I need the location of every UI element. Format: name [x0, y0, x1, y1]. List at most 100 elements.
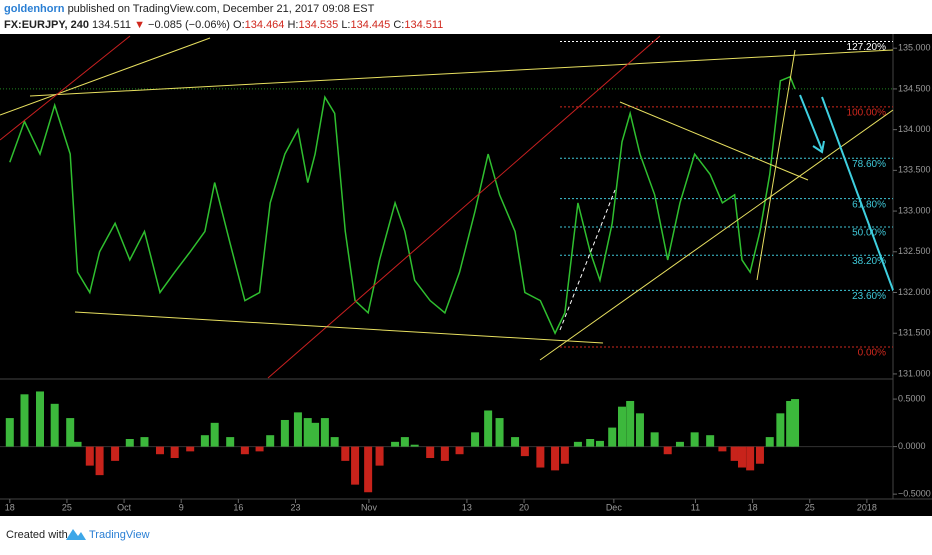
histogram-bar	[608, 427, 617, 447]
histogram-bar	[73, 441, 82, 447]
fib-label: 127.20%	[847, 42, 887, 53]
x-tick-label: 20	[519, 502, 529, 512]
fib-label: 61.80%	[852, 199, 886, 210]
histogram-bar	[786, 400, 795, 447]
histogram-bar	[140, 437, 149, 447]
histogram-bar	[765, 437, 774, 447]
histogram-bar	[730, 446, 739, 461]
trend-line	[619, 101, 809, 181]
x-tick-label: 9	[179, 502, 184, 512]
histogram-bar	[240, 446, 249, 455]
footer-bg	[0, 516, 932, 550]
change: −0.085 (−0.06%)	[148, 19, 230, 31]
histogram-bar	[455, 446, 464, 455]
open-label: O:	[233, 19, 245, 31]
histogram-bar	[791, 399, 800, 447]
drawings	[0, 35, 894, 379]
arrow: ▼	[134, 19, 145, 31]
footer-created: Created with	[6, 529, 68, 541]
histogram-bar	[586, 439, 595, 447]
histogram-bar	[536, 446, 545, 468]
histogram-bar	[560, 446, 569, 464]
x-tick-label: 18	[748, 502, 758, 512]
histogram-bar	[391, 441, 400, 447]
histogram-bar	[495, 418, 504, 447]
histogram-bar	[351, 446, 360, 485]
histogram-bar	[200, 435, 209, 447]
histogram-bar	[440, 446, 449, 461]
histogram-bar	[617, 406, 626, 447]
fib-label: 38.20%	[852, 256, 886, 267]
y-tick-label: 0.0000	[898, 441, 926, 451]
histogram-bar	[341, 446, 350, 461]
open: 134.464	[245, 19, 285, 31]
y-tick-label: 134.000	[898, 124, 931, 134]
header-bg	[0, 0, 932, 34]
histogram-bar	[718, 446, 727, 452]
logo	[66, 529, 86, 540]
histogram-bar	[551, 446, 560, 471]
low: 134.445	[351, 19, 391, 31]
arrow	[821, 96, 894, 291]
histogram-bar	[755, 446, 764, 464]
histogram-bar	[111, 446, 120, 461]
x-tick-label: 18	[5, 502, 15, 512]
histogram-bar	[675, 441, 684, 447]
fib-label: 0.00%	[858, 348, 886, 359]
histogram-bar	[293, 412, 302, 447]
histogram-bar	[650, 432, 659, 447]
histogram-bar	[511, 437, 520, 447]
price: 134.511	[92, 19, 131, 31]
histogram-bar	[573, 441, 582, 447]
y-tick-label: −0.5000	[898, 489, 931, 499]
y-tick-label: 134.500	[898, 83, 931, 93]
histogram-bar	[125, 439, 134, 447]
histogram-bar	[484, 410, 493, 447]
histogram-bar	[737, 446, 746, 468]
histogram-bar	[255, 446, 264, 452]
histogram-bar	[663, 446, 672, 455]
x-tick-label: 2018	[857, 502, 877, 512]
x-tick-label: 25	[62, 502, 72, 512]
trend-line	[29, 49, 894, 97]
x-tick-label: 16	[233, 502, 243, 512]
y-tick-label: 132.000	[898, 287, 931, 297]
y-tick-label: 131.000	[898, 368, 931, 378]
x-tick-label: Dec	[606, 502, 623, 512]
footer-brand[interactable]: TradingView	[89, 529, 150, 541]
price-line	[9, 75, 796, 335]
fib-label: 23.60%	[852, 291, 886, 302]
y-tick-label: 133.000	[898, 205, 931, 215]
histogram-bar	[746, 446, 755, 471]
trend-line	[74, 311, 604, 344]
histogram-bar	[400, 437, 409, 447]
x-tick-label: Oct	[117, 502, 132, 512]
histogram-bar	[595, 440, 604, 447]
histogram-bar	[375, 446, 384, 466]
histogram-bar	[210, 422, 219, 447]
close-label: C:	[393, 19, 404, 31]
histogram-bar	[635, 413, 644, 447]
low-label: L:	[341, 19, 350, 31]
histogram-bar	[364, 446, 373, 493]
histogram-bar	[266, 435, 275, 447]
arrow	[799, 94, 823, 151]
histogram-bar	[626, 400, 635, 447]
histogram-bar	[776, 413, 785, 447]
arrow-head	[812, 140, 825, 154]
histogram-bar	[5, 418, 14, 447]
high: 134.535	[298, 19, 338, 31]
x-tick-label: 11	[691, 502, 700, 512]
header-line: goldenhorn published on TradingView.com,…	[4, 3, 375, 15]
histogram-bar	[690, 432, 699, 447]
fib-label: 100.00%	[847, 107, 887, 118]
histogram-bar	[186, 446, 195, 452]
trend-line	[539, 109, 894, 361]
histogram-bar	[330, 437, 339, 447]
x-tick-label: 13	[462, 502, 472, 512]
high-label: H:	[287, 19, 298, 31]
trend-line	[756, 49, 796, 281]
histogram-bar	[303, 418, 312, 447]
